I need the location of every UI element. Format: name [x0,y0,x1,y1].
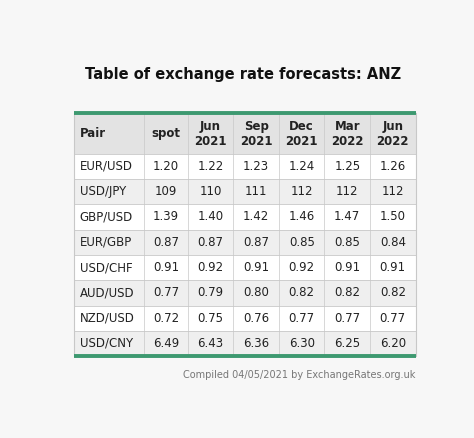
Text: 1.46: 1.46 [289,211,315,223]
Text: 112: 112 [291,185,313,198]
Bar [74,113,416,154]
Text: NZD/USD: NZD/USD [80,312,135,325]
Text: 0.77: 0.77 [334,312,360,325]
Text: USD/JPY: USD/JPY [80,185,126,198]
Text: 1.26: 1.26 [380,160,406,173]
Text: 0.82: 0.82 [289,286,315,299]
Text: 6.20: 6.20 [380,337,406,350]
Text: 0.87: 0.87 [153,236,179,249]
Text: 0.77: 0.77 [380,312,406,325]
Text: EUR/USD: EUR/USD [80,160,133,173]
Text: 6.25: 6.25 [334,337,360,350]
Bar [74,205,416,230]
Text: 112: 112 [336,185,358,198]
Bar [74,280,416,306]
Bar [74,230,416,255]
Text: 0.75: 0.75 [198,312,224,325]
Text: Mar
2022: Mar 2022 [331,120,364,148]
Text: 6.43: 6.43 [198,337,224,350]
Text: 0.92: 0.92 [289,261,315,274]
Text: GBP/USD: GBP/USD [80,211,133,223]
Text: 1.20: 1.20 [153,160,179,173]
Text: 0.82: 0.82 [334,286,360,299]
Text: 0.91: 0.91 [380,261,406,274]
Text: 1.25: 1.25 [334,160,360,173]
Text: 1.22: 1.22 [198,160,224,173]
Text: 0.72: 0.72 [153,312,179,325]
Text: 0.77: 0.77 [153,286,179,299]
Text: 0.76: 0.76 [243,312,269,325]
Text: Jun
2021: Jun 2021 [194,120,227,148]
Text: Dec
2021: Dec 2021 [285,120,318,148]
Text: Table of exchange rate forecasts: ANZ: Table of exchange rate forecasts: ANZ [85,67,401,82]
Text: 0.92: 0.92 [198,261,224,274]
Bar [74,154,416,179]
Text: 1.40: 1.40 [198,211,224,223]
Text: 0.85: 0.85 [289,236,315,249]
Bar [74,331,416,356]
Text: Compiled 04/05/2021 by ExchangeRates.org.uk: Compiled 04/05/2021 by ExchangeRates.org… [183,370,416,380]
Text: AUD/USD: AUD/USD [80,286,134,299]
Text: 1.39: 1.39 [153,211,179,223]
Text: 0.85: 0.85 [334,236,360,249]
Text: 109: 109 [155,185,177,198]
Text: Pair: Pair [80,127,106,140]
Text: 0.80: 0.80 [243,286,269,299]
Text: 112: 112 [382,185,404,198]
Text: 6.30: 6.30 [289,337,315,350]
Text: 0.91: 0.91 [334,261,360,274]
Text: 1.42: 1.42 [243,211,269,223]
Bar [74,113,416,356]
Bar [74,255,416,280]
Text: 6.49: 6.49 [153,337,179,350]
Text: 0.84: 0.84 [380,236,406,249]
Text: 1.50: 1.50 [380,211,406,223]
Text: 0.82: 0.82 [380,286,406,299]
Text: 0.91: 0.91 [243,261,269,274]
Text: 0.79: 0.79 [198,286,224,299]
Text: EUR/GBP: EUR/GBP [80,236,132,249]
Text: 0.77: 0.77 [289,312,315,325]
Text: 0.87: 0.87 [243,236,269,249]
Text: 1.24: 1.24 [289,160,315,173]
Text: 110: 110 [200,185,222,198]
Text: spot: spot [152,127,181,140]
Text: 1.47: 1.47 [334,211,360,223]
Text: USD/CHF: USD/CHF [80,261,132,274]
Text: USD/CNY: USD/CNY [80,337,133,350]
Text: 6.36: 6.36 [243,337,269,350]
Text: 0.91: 0.91 [153,261,179,274]
Bar [74,179,416,204]
Text: 1.23: 1.23 [243,160,269,173]
Text: 0.87: 0.87 [198,236,224,249]
Text: 111: 111 [245,185,267,198]
Bar [74,306,416,331]
Text: Sep
2021: Sep 2021 [240,120,273,148]
Text: Jun
2022: Jun 2022 [376,120,409,148]
